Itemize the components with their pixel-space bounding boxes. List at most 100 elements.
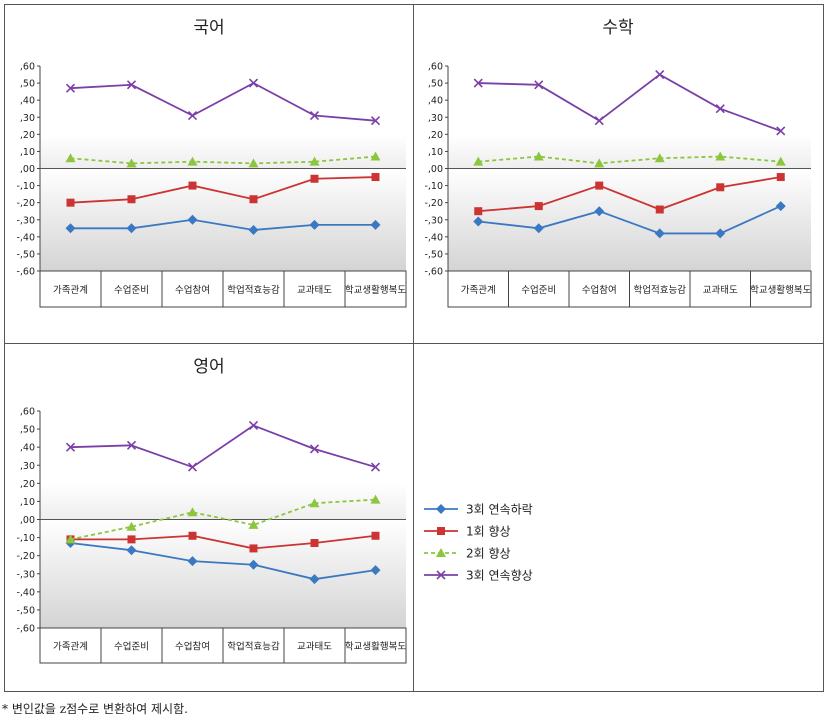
math-data-point bbox=[654, 228, 665, 239]
math-series-2 bbox=[473, 151, 786, 168]
english-y-tick-label: -,30 bbox=[16, 569, 35, 580]
math-x-tick-label: 학교생활행복도 bbox=[750, 284, 811, 296]
math-y-tick-label: ,50 bbox=[428, 79, 443, 90]
korean-data-point bbox=[248, 225, 259, 235]
english-data-point-stroke-b bbox=[309, 444, 320, 454]
korean-data-point bbox=[248, 78, 259, 88]
legend-marker-stroke-b bbox=[436, 570, 446, 580]
math-series-1 bbox=[474, 173, 785, 216]
english-data-point-stroke-b bbox=[187, 462, 198, 472]
english-data-point bbox=[126, 521, 137, 531]
math-series-line bbox=[478, 176, 781, 213]
math-x-tick-label: 가족관계 bbox=[461, 284, 496, 296]
legend-item-3: 3회 연속향상 bbox=[424, 569, 533, 583]
english-y-tick-label: ,20 bbox=[20, 479, 35, 490]
math-data-point bbox=[594, 206, 605, 217]
korean-data-point-stroke-b bbox=[309, 110, 320, 121]
korean-data-point bbox=[65, 223, 76, 234]
legend-marker bbox=[436, 570, 446, 580]
english-x-tick-label: 학업적효능감 bbox=[227, 641, 280, 653]
korean-data-point bbox=[310, 174, 319, 183]
math-data-point-stroke-b bbox=[473, 78, 483, 88]
korean-x-tick-label: 학교생활행복도 bbox=[345, 284, 406, 296]
chart-korean: 국어 ,60 ,50 ,40 ,30 ,20 ,10 ,00 -,10 -,20 -,30 -,40 -… bbox=[16, 18, 407, 308]
korean-data-point bbox=[309, 110, 320, 121]
korean-y-tick-label: ,60 bbox=[20, 62, 35, 73]
korean-data-point bbox=[309, 219, 320, 230]
english-data-point bbox=[187, 507, 198, 517]
english-y-tick-label: ,50 bbox=[20, 425, 35, 436]
korean-chart-title: 국어 bbox=[193, 18, 224, 38]
english-data-point bbox=[309, 498, 320, 508]
english-data-point bbox=[188, 531, 197, 540]
korean-y-tick-label: ,10 bbox=[20, 147, 35, 158]
math-data-point bbox=[595, 181, 604, 190]
math-y-tick-label: -,30 bbox=[424, 215, 443, 226]
chart-math: 수학 ,60 ,50 ,40 ,30 ,20 ,10 ,00 -,10 -,20 -,30 -,40 -… bbox=[424, 18, 812, 308]
korean-data-point bbox=[187, 214, 198, 225]
english-data-point bbox=[187, 462, 198, 472]
korean-y-tick-label: ,00 bbox=[20, 164, 35, 175]
korean-y-tick-label: ,20 bbox=[20, 130, 35, 141]
math-data-point bbox=[474, 207, 483, 216]
english-series-2 bbox=[65, 494, 381, 544]
english-data-point bbox=[371, 531, 380, 540]
english-data-point bbox=[370, 494, 381, 504]
korean-series-line bbox=[70, 218, 376, 231]
korean-series-2 bbox=[65, 151, 381, 168]
korean-data-point bbox=[65, 153, 76, 163]
english-y-tick-label: ,10 bbox=[20, 497, 35, 508]
korean-data-point-stroke-b bbox=[370, 116, 381, 126]
korean-data-point bbox=[370, 219, 381, 230]
korean-series-line bbox=[70, 82, 376, 122]
math-data-point-stroke-b bbox=[776, 126, 786, 136]
math-y-tick-label: ,60 bbox=[428, 62, 443, 73]
math-data-point-stroke-b bbox=[534, 80, 544, 90]
korean-data-point bbox=[66, 198, 75, 207]
korean-series-1 bbox=[66, 173, 380, 207]
english-y-tick-label: ,40 bbox=[20, 443, 35, 454]
english-data-point bbox=[187, 556, 198, 567]
math-data-point bbox=[775, 201, 786, 212]
legend-item-2: 2회 향상 bbox=[424, 547, 511, 561]
math-data-point bbox=[775, 156, 786, 166]
legend-marker bbox=[436, 548, 446, 557]
math-series-3 bbox=[473, 69, 786, 136]
korean-y-tick-label: -,50 bbox=[16, 249, 35, 260]
english-series-3 bbox=[65, 420, 381, 472]
math-y-tick-label: -,10 bbox=[424, 181, 443, 192]
korean-y-tick-label: ,30 bbox=[20, 113, 35, 124]
korean-x-tick-label: 수업준비 bbox=[114, 284, 149, 296]
math-x-tick-label: 학업적효능감 bbox=[634, 284, 687, 296]
korean-x-tick-label: 학업적효능감 bbox=[227, 284, 280, 296]
math-lower-shade bbox=[448, 168, 811, 271]
math-data-point bbox=[655, 69, 665, 80]
math-data-point-stroke-b bbox=[715, 104, 725, 114]
math-data-point-stroke-b bbox=[655, 69, 665, 80]
korean-x-tick-label: 수업참여 bbox=[175, 284, 210, 296]
english-series-line bbox=[70, 498, 376, 541]
english-y-tick-label: ,30 bbox=[20, 461, 35, 472]
korean-y-tick-label: -,40 bbox=[16, 232, 35, 243]
math-x-tick-label: 교과태도 bbox=[703, 285, 738, 296]
math-series-0 bbox=[473, 201, 786, 239]
korean-data-point bbox=[370, 116, 381, 126]
math-series-line bbox=[478, 155, 781, 165]
english-x-tick-label: 가족관계 bbox=[53, 641, 88, 653]
math-data-point bbox=[473, 216, 484, 227]
chart-english: 영어 ,60 ,50 ,40 ,30 ,20 ,10 ,00 -,10 -,20 -,30 -,40 -… bbox=[16, 357, 407, 664]
math-data-point bbox=[715, 104, 725, 114]
footnote: * 변인값을 z점수로 변환하여 제시함. bbox=[2, 702, 188, 716]
math-data-point bbox=[594, 158, 605, 168]
english-y-tick-label: ,00 bbox=[20, 515, 35, 526]
english-data-point bbox=[248, 559, 259, 570]
korean-x-tick-label: 교과태도 bbox=[297, 285, 332, 296]
korean-y-tick-label: -,60 bbox=[16, 267, 35, 278]
english-data-point bbox=[126, 440, 137, 450]
korean-series-line bbox=[70, 176, 376, 204]
korean-data-point bbox=[188, 181, 197, 190]
english-data-point bbox=[65, 534, 76, 544]
math-data-point bbox=[776, 173, 785, 182]
math-y-tick-label: ,20 bbox=[428, 130, 443, 141]
english-data-point bbox=[310, 539, 319, 548]
